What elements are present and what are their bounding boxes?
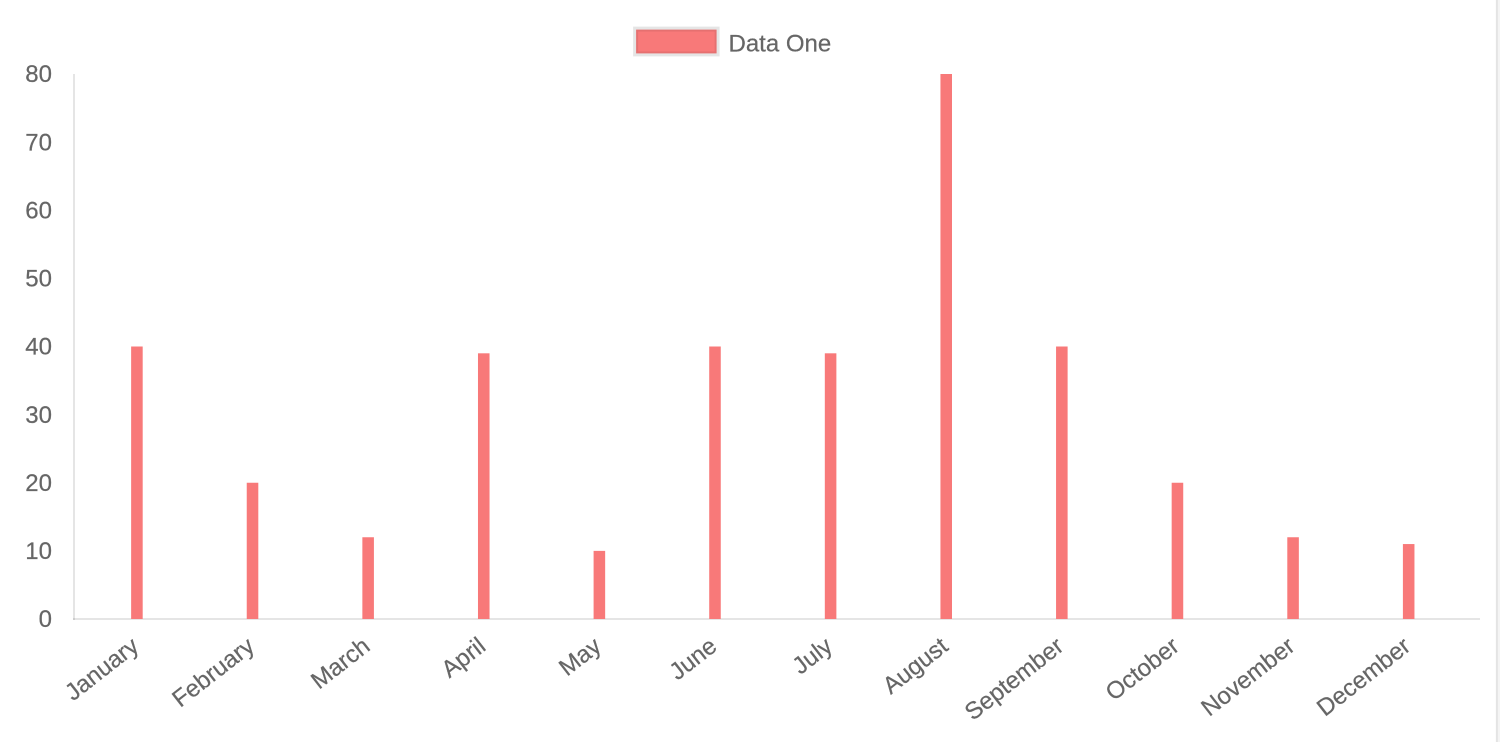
svg-text:Data One: Data One — [729, 30, 832, 57]
svg-text:70: 70 — [25, 129, 52, 156]
svg-text:0: 0 — [39, 606, 52, 633]
svg-text:30: 30 — [25, 402, 52, 429]
svg-text:80: 80 — [25, 61, 52, 88]
svg-text:60: 60 — [25, 197, 52, 224]
svg-text:50: 50 — [25, 266, 52, 293]
svg-text:20: 20 — [25, 470, 52, 497]
svg-text:10: 10 — [25, 538, 52, 565]
svg-text:40: 40 — [25, 334, 52, 361]
